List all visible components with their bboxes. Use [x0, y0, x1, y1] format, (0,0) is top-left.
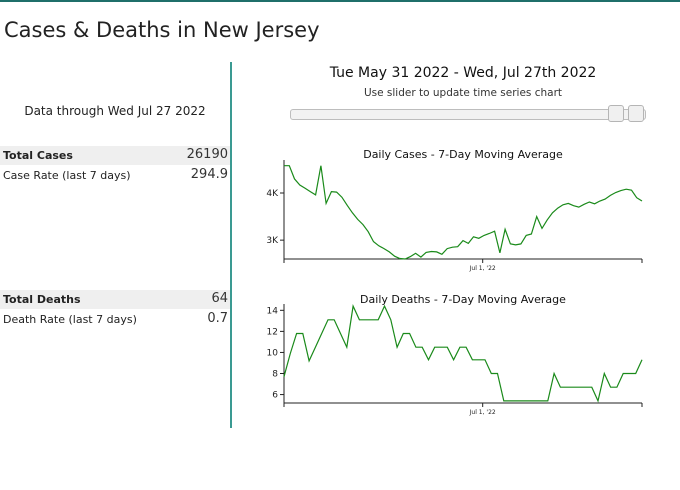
chart-panel: Tue May 31 2022 - Wed, Jul 27th 2022 Use…: [232, 60, 680, 430]
slider-end-handle[interactable]: [628, 105, 644, 122]
y-tick-label: 14: [267, 306, 279, 316]
case-rate-label: Case Rate (last 7 days): [3, 169, 131, 182]
death-rate-value: 0.7: [207, 311, 228, 326]
deaths-chart: Daily Deaths - 7-Day Moving Average 6 8 10 1…: [232, 290, 680, 420]
date-slider-track[interactable]: [290, 109, 646, 120]
page-title: Cases & Deaths in New Jersey: [4, 18, 320, 42]
date-range-label: Tue May 31 2022 - Wed, Jul 27th 2022: [329, 65, 597, 81]
death-rate-row: Death Rate (last 7 days) 0.7: [0, 310, 230, 329]
x-tick-label: Jul 1, '22: [469, 409, 496, 416]
total-deaths-value: 64: [211, 291, 228, 306]
case-rate-value: 294.9: [190, 167, 228, 182]
cases-chart-svg: Daily Cases - 7-Day Moving Average 3K 4K Ju…: [266, 148, 643, 272]
total-deaths-row: Total Deaths 64: [0, 290, 230, 309]
y-tick-label: 6: [272, 391, 278, 401]
chart-title: Daily Cases - 7-Day Moving Average: [363, 148, 563, 161]
x-tick-label: Jul 1, '22: [469, 265, 496, 272]
series-line: [284, 165, 643, 260]
chart-title: Daily Deaths - 7-Day Moving Average: [360, 293, 566, 306]
y-tick-label: 10: [267, 348, 279, 358]
top-rule: [0, 0, 680, 2]
total-cases-row: Total Cases 26190: [0, 146, 230, 165]
y-tick-label: 4K: [266, 189, 279, 199]
cases-chart: Daily Cases - 7-Day Moving Average 3K 4K Ju…: [232, 146, 680, 276]
total-deaths-label: Total Deaths: [3, 293, 81, 306]
death-rate-label: Death Rate (last 7 days): [3, 313, 137, 326]
series-line: [283, 304, 643, 403]
panel-divider: [230, 62, 232, 428]
y-tick-label: 8: [272, 370, 278, 380]
data-through-text: Data through Wed Jul 27 2022: [24, 104, 206, 118]
total-cases-label: Total Cases: [3, 149, 73, 162]
slider-start-handle[interactable]: [608, 105, 624, 122]
y-tick-label: 12: [267, 327, 278, 337]
deaths-chart-svg: Daily Deaths - 7-Day Moving Average 6 8 10 1…: [267, 293, 643, 416]
total-cases-value: 26190: [186, 147, 228, 162]
summary-panel: Data through Wed Jul 27 2022 Total Cases…: [0, 60, 230, 428]
y-tick-label: 3K: [266, 236, 279, 246]
slider-hint: Use slider to update time series chart: [363, 87, 563, 99]
case-rate-row: Case Rate (last 7 days) 294.9: [0, 166, 230, 185]
